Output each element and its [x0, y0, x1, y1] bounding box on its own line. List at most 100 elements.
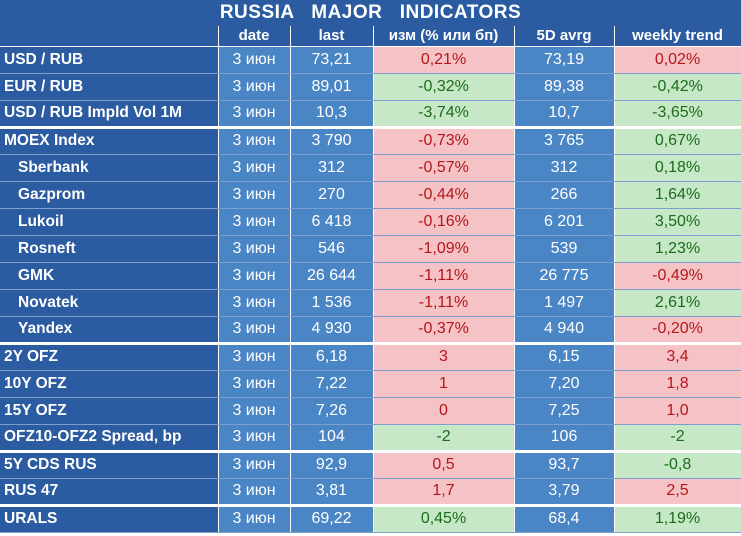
row-last-cell: 312 [290, 154, 374, 182]
row-trend-cell: 0,67% [614, 127, 741, 155]
header-row: date last изм (% или бп) 5D avrg weekly … [0, 26, 741, 47]
row-trend-cell: -3,65% [614, 100, 741, 129]
row-name-cell: 5Y CDS RUS [0, 451, 219, 479]
table-row: Novatek 3 июн 1 536 -1,11% 1 497 2,61% [0, 289, 741, 317]
row-avg-cell: 106 [514, 424, 615, 453]
row-trend-cell: -0,49% [614, 262, 741, 290]
table-body: USD / RUB 3 июн 73,21 0,21% 73,19 0,02% EUR / … [0, 46, 741, 533]
table-row: EUR / RUB 3 июн 89,01 -0,32% 89,38 -0,42% [0, 73, 741, 101]
table-row: 5Y CDS RUS 3 июн 92,9 0,5 93,7 -0,8 [0, 451, 741, 479]
row-change-cell: -0,37% [373, 316, 515, 345]
row-name-cell: 10Y OFZ [0, 370, 219, 398]
row-avg-cell: 539 [514, 235, 615, 263]
row-trend-cell: 0,02% [614, 46, 741, 74]
row-change-cell: 0,45% [373, 505, 515, 533]
table-row: GMK 3 июн 26 644 -1,11% 26 775 -0,49% [0, 262, 741, 290]
row-name-cell: USD / RUB Impld Vol 1M [0, 100, 219, 129]
row-avg-cell: 7,25 [514, 397, 615, 425]
row-change-cell: -0,16% [373, 208, 515, 236]
row-change-cell: -1,09% [373, 235, 515, 263]
row-trend-cell: -2 [614, 424, 741, 453]
row-change-cell: 0 [373, 397, 515, 425]
row-change-cell: 1,7 [373, 478, 515, 507]
row-date-cell: 3 июн [218, 208, 291, 236]
row-trend-cell: 1,64% [614, 181, 741, 209]
table-row: 10Y OFZ 3 июн 7,22 1 7,20 1,8 [0, 370, 741, 398]
row-avg-cell: 312 [514, 154, 615, 182]
table-row: USD / RUB Impld Vol 1M 3 июн 10,3 -3,74% 10,… [0, 100, 741, 129]
row-trend-cell: 2,61% [614, 289, 741, 317]
row-trend-cell: -0,8 [614, 451, 741, 479]
page-title: RUSSIA MAJOR INDICATORS [219, 2, 522, 23]
row-name-cell: URALS [0, 505, 219, 533]
header-date: date [218, 26, 291, 47]
row-date-cell: 3 июн [218, 505, 291, 533]
row-name-cell: Sberbank [0, 154, 219, 182]
row-last-cell: 73,21 [290, 46, 374, 74]
row-avg-cell: 1 497 [514, 289, 615, 317]
row-avg-cell: 3,79 [514, 478, 615, 507]
row-last-cell: 104 [290, 424, 374, 453]
row-avg-cell: 68,4 [514, 505, 615, 533]
row-change-cell: 0,5 [373, 451, 515, 479]
row-avg-cell: 6 201 [514, 208, 615, 236]
row-trend-cell: 3,4 [614, 343, 741, 371]
row-trend-cell: 1,23% [614, 235, 741, 263]
table-row: 2Y OFZ 3 июн 6,18 3 6,15 3,4 [0, 343, 741, 371]
row-change-cell: -1,11% [373, 289, 515, 317]
row-last-cell: 26 644 [290, 262, 374, 290]
table-row: Sberbank 3 июн 312 -0,57% 312 0,18% [0, 154, 741, 182]
row-name-cell: Novatek [0, 289, 219, 317]
row-avg-cell: 7,20 [514, 370, 615, 398]
row-date-cell: 3 июн [218, 370, 291, 398]
header-trend: weekly trend [614, 26, 741, 47]
row-avg-cell: 266 [514, 181, 615, 209]
row-name-cell: Lukoil [0, 208, 219, 236]
row-avg-cell: 89,38 [514, 73, 615, 101]
row-change-cell: 1 [373, 370, 515, 398]
header-last: last [290, 26, 374, 47]
row-trend-cell: 0,18% [614, 154, 741, 182]
row-avg-cell: 6,15 [514, 343, 615, 371]
title-bar: RUSSIA MAJOR INDICATORS [0, 0, 741, 26]
row-last-cell: 7,26 [290, 397, 374, 425]
row-date-cell: 3 июн [218, 316, 291, 345]
row-last-cell: 4 930 [290, 316, 374, 345]
row-date-cell: 3 июн [218, 154, 291, 182]
row-trend-cell: -0,20% [614, 316, 741, 345]
row-date-cell: 3 июн [218, 235, 291, 263]
row-name-cell: Yandex [0, 316, 219, 345]
row-avg-cell: 26 775 [514, 262, 615, 290]
row-avg-cell: 4 940 [514, 316, 615, 345]
row-avg-cell: 10,7 [514, 100, 615, 129]
row-last-cell: 546 [290, 235, 374, 263]
table-row: RUS 47 3 июн 3,81 1,7 3,79 2,5 [0, 478, 741, 507]
row-change-cell: -0,44% [373, 181, 515, 209]
row-last-cell: 3,81 [290, 478, 374, 507]
header-avg: 5D avrg [514, 26, 615, 47]
table-row: URALS 3 июн 69,22 0,45% 68,4 1,19% [0, 505, 741, 533]
row-trend-cell: 1,19% [614, 505, 741, 533]
row-date-cell: 3 июн [218, 46, 291, 74]
row-last-cell: 6 418 [290, 208, 374, 236]
row-name-cell: 2Y OFZ [0, 343, 219, 371]
row-avg-cell: 73,19 [514, 46, 615, 74]
table-row: Rosneft 3 июн 546 -1,09% 539 1,23% [0, 235, 741, 263]
header-change: изм (% или бп) [373, 26, 515, 47]
row-name-cell: USD / RUB [0, 46, 219, 74]
row-date-cell: 3 июн [218, 478, 291, 507]
row-change-cell: -3,74% [373, 100, 515, 129]
row-last-cell: 1 536 [290, 289, 374, 317]
row-date-cell: 3 июн [218, 397, 291, 425]
row-avg-cell: 3 765 [514, 127, 615, 155]
row-change-cell: -1,11% [373, 262, 515, 290]
row-last-cell: 92,9 [290, 451, 374, 479]
row-last-cell: 3 790 [290, 127, 374, 155]
row-trend-cell: 1,8 [614, 370, 741, 398]
row-last-cell: 89,01 [290, 73, 374, 101]
row-last-cell: 270 [290, 181, 374, 209]
row-name-cell: Rosneft [0, 235, 219, 263]
row-date-cell: 3 июн [218, 343, 291, 371]
row-name-cell: Gazprom [0, 181, 219, 209]
